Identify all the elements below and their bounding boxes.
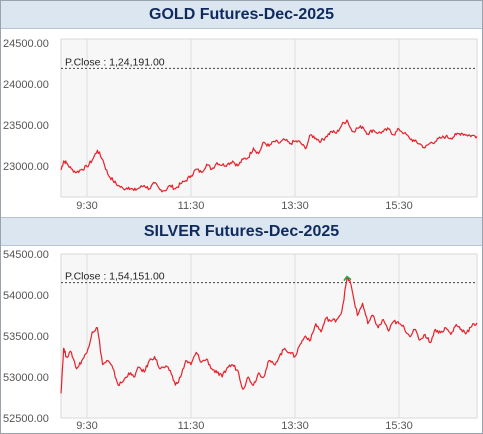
gold-x-tick-label: 9:30 <box>76 200 97 212</box>
gold-title-bar: GOLD Futures-Dec-2025 <box>1 1 482 29</box>
gold-chart-panel: GOLD Futures-Dec-2025 9:30 11:30 13:30 15:3… <box>1 1 482 215</box>
silver-x-tick-label: 11:30 <box>178 420 205 432</box>
silver-y-tick-label: 52500.00 <box>3 413 49 425</box>
gold-x-tick-label: 15:30 <box>385 200 413 212</box>
gold-x-tick-label: 11:30 <box>178 200 205 212</box>
silver-x-tick-label: 9:30 <box>76 420 97 432</box>
gold-price-line <box>60 119 478 193</box>
silver-title-bar: SILVER Futures-Dec-2025 <box>1 218 482 246</box>
gold-y-tick-label: 23000.00 <box>3 161 49 173</box>
gold-prev-close-label: P.Close : 1,24,191.00 <box>65 56 165 68</box>
silver-line-chart: 9:30 11:30 13:30 15:30 54500.00 54000.00 53500… <box>3 249 478 432</box>
silver-high-marker <box>343 275 352 282</box>
gold-line-chart: 9:30 11:30 13:30 15:30 24500.00 24000.00 23500… <box>3 38 478 212</box>
silver-plot-area <box>60 253 478 419</box>
silver-x-tick-label: 13:30 <box>281 420 309 432</box>
silver-price-line <box>60 276 478 394</box>
gold-y-tick-label: 24000.00 <box>3 79 49 91</box>
gold-plot-area <box>60 38 478 198</box>
gold-y-tick-label: 23500.00 <box>3 120 49 132</box>
gold-x-tick-label: 13:30 <box>281 200 309 212</box>
silver-x-tick-label: 15:30 <box>385 420 413 432</box>
silver-y-tick-label: 53000.00 <box>3 372 49 384</box>
silver-chart-title: SILVER Futures-Dec-2025 <box>143 222 340 240</box>
silver-y-tick-label: 54000.00 <box>3 290 49 302</box>
silver-y-tick-label: 53500.00 <box>3 331 49 343</box>
silver-chart-panel: SILVER Futures-Dec-2025 9:30 11:30 13:30 15… <box>1 217 482 434</box>
silver-prev-close-label: P.Close : 1,54,151.00 <box>65 271 165 283</box>
gold-chart-title: GOLD Futures-Dec-2025 <box>149 5 334 23</box>
gold-y-tick-label: 24500.00 <box>3 38 49 50</box>
silver-y-tick-label: 54500.00 <box>3 249 49 261</box>
